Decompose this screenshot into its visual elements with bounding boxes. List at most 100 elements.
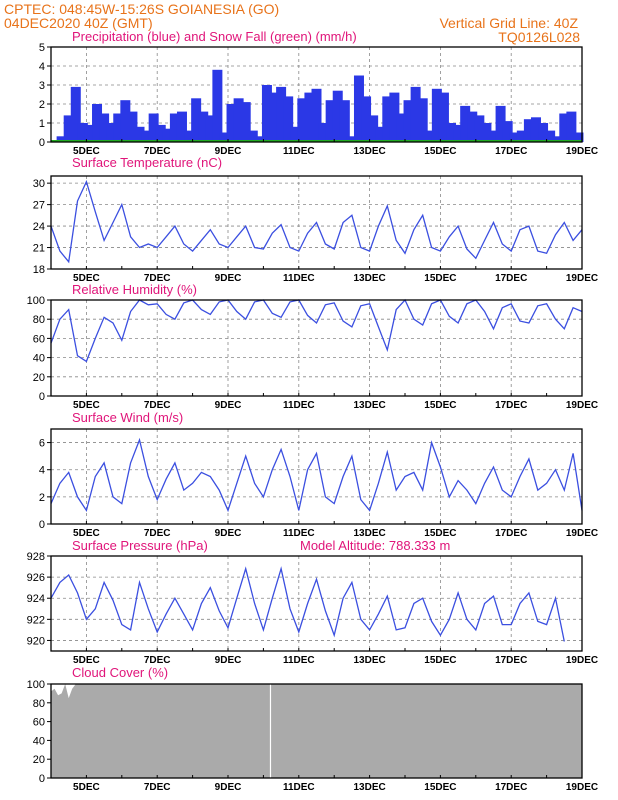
panel-precip: Precipitation (blue) and Snow Fall (gree… [39, 29, 598, 157]
precip-bar [389, 92, 400, 142]
precip-bar [155, 124, 166, 142]
rh-frame [50, 299, 583, 397]
precip-xtick-label: 11DEC [283, 146, 315, 157]
precip-xtick-label: 5DEC [73, 146, 100, 157]
pres-ytick-label: 926 [27, 572, 45, 584]
temp-ytick-label: 27 [33, 200, 45, 212]
rh-xtick-label: 17DEC [495, 400, 527, 411]
precip-bar [290, 126, 301, 142]
precip-bar [403, 100, 414, 142]
precip-bar [552, 136, 563, 142]
header-grid-note: Vertical Grid Line: 40Z [439, 15, 578, 31]
cloud-xtick-label: 19DEC [566, 782, 598, 793]
precip-bar [240, 102, 251, 142]
precip-bar [134, 126, 145, 142]
cloud-frame [50, 683, 583, 779]
temp-xtick-label: 15DEC [424, 273, 456, 284]
rh-xtick-label: 5DEC [73, 400, 100, 411]
cloud-xtick-label: 7DEC [144, 782, 171, 793]
pres-xtick-label: 11DEC [283, 655, 315, 666]
precip-bar [424, 130, 435, 142]
precip-bar [538, 123, 549, 142]
precip-ytick-label: 5 [39, 42, 45, 54]
precip-bar [70, 86, 81, 142]
precip-bar [545, 130, 556, 142]
precip-bar [332, 90, 343, 142]
temp-line [50, 179, 583, 264]
rh-xtick-label: 19DEC [566, 400, 598, 411]
pres-xtick-label: 13DEC [353, 655, 385, 666]
precip-ytick-label: 1 [39, 118, 45, 130]
precip-bar [198, 111, 209, 142]
temp-ytick-label: 24 [33, 221, 45, 233]
temp-title: Surface Temperature (nC) [72, 155, 222, 170]
precip-bar [410, 86, 421, 142]
precip-bar [254, 136, 265, 142]
cloud-xtick-label: 15DEC [424, 782, 456, 793]
precip-bar [247, 130, 258, 142]
precip-bar [176, 111, 187, 142]
pres-ytick-label: 922 [27, 614, 45, 626]
cloud-xtick-label: 11DEC [283, 782, 315, 793]
precip-bar [566, 111, 577, 142]
wind-frame [50, 428, 583, 525]
rh-ytick-label: 80 [33, 314, 45, 326]
precip-bar [339, 100, 350, 142]
panel-pres: Surface Pressure (hPa) Model Altitude: 78… [27, 538, 598, 666]
precip-bar [184, 130, 195, 142]
temp-ytick-label: 21 [33, 243, 45, 255]
rh-xtick-label: 9DEC [215, 400, 242, 411]
precip-bar [325, 100, 336, 142]
precip-bar [113, 113, 124, 142]
rh-line [50, 298, 583, 363]
cloud-ytick-label: 40 [33, 735, 45, 747]
precip-frame [50, 46, 583, 143]
precip-bar [346, 136, 357, 142]
precip-bar [530, 117, 541, 142]
precip-bar [495, 105, 506, 142]
pres-xtick-label: 19DEC [566, 655, 598, 666]
precip-bar [488, 130, 499, 142]
precip-bar [56, 136, 67, 142]
temp-xtick-label: 9DEC [215, 273, 242, 284]
precip-bar [141, 130, 152, 142]
wind-title: Surface Wind (m/s) [72, 410, 183, 425]
precip-xtick-label: 17DEC [495, 146, 527, 157]
precip-bar [283, 96, 294, 142]
rh-ytick-label: 60 [33, 333, 45, 345]
panel-temp: Surface Temperature (nC) 18 21 24 27 30 5DEC 7D… [33, 155, 598, 284]
pres-annotation: Model Altitude: 788.333 m [300, 538, 450, 553]
precip-bar [162, 128, 173, 142]
wind-xtick-label: 7DEC [144, 528, 171, 539]
cloud-ytick-label: 100 [27, 679, 45, 691]
precip-bar [573, 132, 584, 142]
temp-ytick-label: 18 [33, 264, 45, 276]
wind-xtick-label: 17DEC [495, 528, 527, 539]
precip-bar [396, 113, 407, 142]
rh-ytick-label: 40 [33, 353, 45, 365]
pres-xtick-label: 9DEC [215, 655, 242, 666]
panel-wind: Surface Wind (m/s) 0 2 4 6 5DEC 7DEC 9DEC 11DEC 1… [39, 410, 598, 539]
precip-bar [523, 119, 534, 142]
precip-bar [205, 115, 216, 142]
rh-ytick-label: 100 [27, 295, 45, 307]
precip-xtick-label: 9DEC [215, 146, 242, 157]
temp-xtick-label: 17DEC [495, 273, 527, 284]
wind-xtick-label: 5DEC [73, 528, 100, 539]
precip-bar [212, 69, 223, 142]
precip-bar [446, 123, 457, 142]
precip-bar [431, 88, 442, 142]
pres-ytick-label: 924 [27, 593, 45, 605]
precip-xtick-label: 19DEC [566, 146, 598, 157]
precip-bar [84, 124, 95, 142]
precip-bar [559, 113, 570, 142]
precip-bar [438, 92, 449, 142]
precip-bar [276, 86, 287, 142]
wind-ytick-label: 2 [39, 492, 45, 504]
precip-bar [233, 98, 244, 142]
wind-line [50, 437, 583, 513]
panels: Precipitation (blue) and Snow Fall (gree… [27, 29, 598, 793]
cloud-xtick-label: 13DEC [353, 782, 385, 793]
precip-bar [361, 96, 372, 142]
